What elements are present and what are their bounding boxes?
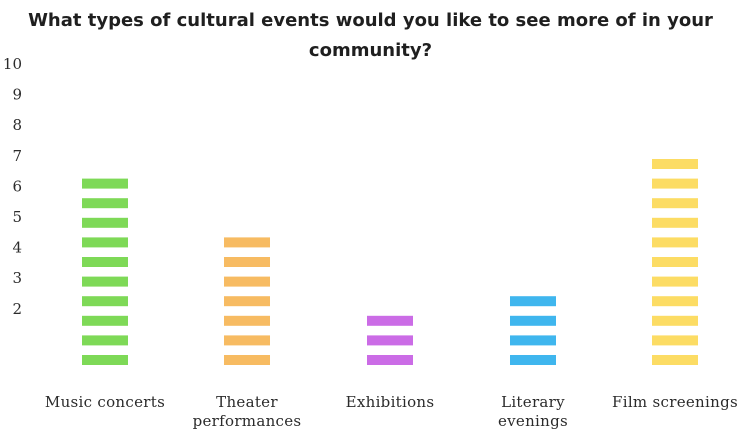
bar-segment <box>82 296 128 307</box>
bar-segment <box>652 178 698 189</box>
bar-segment <box>652 237 698 248</box>
bar-segment <box>652 198 698 209</box>
x-category-label: Exhibitions <box>346 393 435 411</box>
bar-segment <box>510 315 556 326</box>
bar-segment <box>82 257 128 267</box>
bar-segment <box>652 257 698 267</box>
bar-segment <box>82 237 128 248</box>
bar-segment <box>82 178 128 189</box>
bar-segment <box>652 217 698 228</box>
bar-segment <box>224 276 270 287</box>
y-tick-label: 9 <box>12 86 22 104</box>
x-category-label: Music concerts <box>45 393 165 411</box>
bar-segment <box>224 355 270 365</box>
bar-segment <box>652 335 698 346</box>
bar-segment <box>224 335 270 346</box>
bar-segment <box>652 315 698 326</box>
bar-segment <box>652 296 698 307</box>
bar-segment <box>224 237 270 248</box>
y-tick-label: 2 <box>12 300 22 318</box>
bar-segment <box>82 198 128 209</box>
bar-segment <box>652 355 698 365</box>
bar-music-concerts <box>82 178 128 365</box>
bar-film-screenings <box>652 159 698 365</box>
bar-segment <box>82 335 128 346</box>
bar-segment <box>224 315 270 326</box>
bar-exhibitions <box>367 315 413 365</box>
bar-segment <box>224 296 270 307</box>
bar-literary-evenings <box>510 296 556 365</box>
bar-segment <box>82 315 128 326</box>
x-category-label: Film screenings <box>612 393 738 411</box>
bar-segment <box>510 296 556 307</box>
x-category-label: Literary evenings <box>498 393 568 430</box>
x-category-label: Theater performances <box>193 393 302 430</box>
y-tick-label: 6 <box>12 177 22 195</box>
bar-segment <box>652 159 698 169</box>
bar-segment <box>82 276 128 287</box>
bar-segment <box>510 335 556 346</box>
bar-segment <box>652 276 698 287</box>
y-tick-label: 8 <box>12 116 22 134</box>
y-tick-label: 5 <box>12 208 22 226</box>
bar-segment <box>367 355 413 365</box>
bar-segment <box>224 257 270 267</box>
y-tick-label: 10 <box>3 55 22 73</box>
bar-segment <box>367 315 413 326</box>
y-tick-label: 3 <box>12 269 22 287</box>
y-tick-label: 7 <box>12 147 22 165</box>
bar-theater-performances <box>224 237 270 365</box>
bar-segment <box>82 217 128 228</box>
bar-segment <box>82 355 128 365</box>
y-tick-label: 4 <box>12 239 22 257</box>
bar-segment <box>367 335 413 346</box>
bar-segment <box>510 355 556 365</box>
chart-title: What types of cultural events would you … <box>28 10 713 61</box>
